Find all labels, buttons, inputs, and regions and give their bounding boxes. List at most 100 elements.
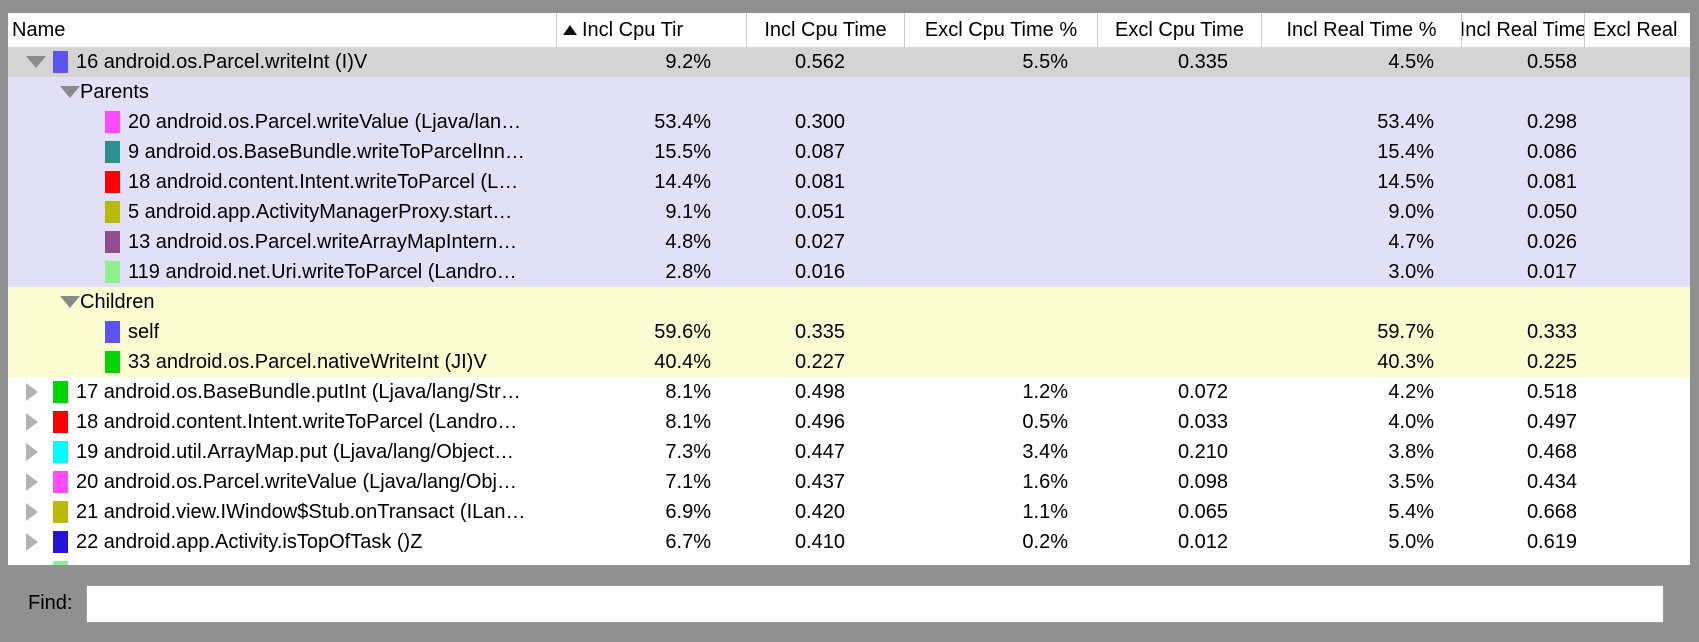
column-header-incl-real-time-pct[interactable]: Incl Real Time % — [1262, 13, 1462, 47]
section-row[interactable]: Children — [8, 287, 1690, 317]
incl-cpu-time-cell: 0.300 — [794, 111, 845, 133]
disclosure-collapsed-icon[interactable] — [26, 527, 46, 557]
incl-cpu-time-cell: 0.437 — [794, 471, 845, 493]
method-name: 119 android.net.Uri.writeToParcel (Landr… — [128, 261, 517, 283]
triangle-glyph — [26, 473, 38, 491]
column-header-excl-real-time[interactable]: Excl Real — [1585, 13, 1690, 47]
name-cell: 19 android.util.ArrayMap.put (Ljava/lang… — [8, 437, 557, 467]
excl-cpu-time-cell — [1098, 287, 1262, 317]
color-swatch-icon — [105, 351, 120, 373]
find-input[interactable] — [86, 584, 1664, 623]
name-cell: 20 android.os.Parcel.writeValue (Ljava/l… — [8, 107, 557, 137]
excl-cpu-time-pct-cell: 1.1% — [1022, 501, 1068, 523]
incl-real-time-cell — [1462, 557, 1585, 565]
excl-real-time-cell — [1585, 167, 1690, 197]
table-row[interactable]: 9 android.os.BaseBundle.writeToParcelInn… — [8, 137, 1690, 167]
column-header-label: Incl Real Time — [1462, 18, 1585, 41]
incl-cpu-time-pct-cell — [557, 557, 747, 565]
color-swatch-icon — [53, 51, 68, 73]
incl-cpu-time-pct-cell: 8.1% — [665, 381, 711, 403]
table-row[interactable]: 119 android.net.Uri.writeToParcel (Landr… — [8, 257, 1690, 287]
section-label: Parents — [80, 81, 149, 103]
incl-cpu-time-cell: 0.498 — [794, 381, 845, 403]
table-row[interactable] — [8, 557, 1690, 565]
incl-cpu-time-pct-cell: 6.7% — [665, 531, 711, 553]
column-header-excl-cpu-time-pct[interactable]: Excl Cpu Time % — [905, 13, 1098, 47]
table-row[interactable]: 13 android.os.Parcel.writeArrayMapIntern… — [8, 227, 1690, 257]
table-row[interactable]: 22 android.app.Activity.isTopOfTask ()Z 6… — [8, 527, 1690, 557]
color-swatch-icon — [105, 231, 120, 253]
triangle-glyph — [60, 296, 80, 308]
table-row[interactable]: 21 android.view.IWindow$Stub.onTransact … — [8, 497, 1690, 527]
incl-real-time-cell: 0.026 — [1526, 231, 1577, 253]
incl-cpu-time-pct-cell — [557, 287, 747, 317]
color-swatch-icon — [105, 141, 120, 163]
column-header-label: Name — [12, 18, 66, 41]
excl-cpu-time-pct-cell — [905, 77, 1098, 107]
excl-real-time-cell — [1585, 107, 1690, 137]
table-row[interactable]: 20 android.os.Parcel.writeValue (Ljava/l… — [8, 467, 1690, 497]
table-row[interactable]: 18 android.content.Intent.writeToParcel … — [8, 407, 1690, 437]
table-row[interactable]: 33 android.os.Parcel.nativeWriteInt (JI)… — [8, 347, 1690, 377]
excl-real-time-cell — [1585, 257, 1690, 287]
incl-real-time-pct-cell: 4.2% — [1388, 381, 1434, 403]
excl-cpu-time-pct-cell — [905, 287, 1098, 317]
table-row[interactable]: 20 android.os.Parcel.writeValue (Ljava/l… — [8, 107, 1690, 137]
incl-real-time-cell: 0.668 — [1526, 501, 1577, 523]
excl-real-time-cell — [1585, 227, 1690, 257]
table-row[interactable]: 17 android.os.BaseBundle.putInt (Ljava/l… — [8, 377, 1690, 407]
incl-real-time-cell: 0.619 — [1526, 531, 1577, 553]
column-header-incl-real-time[interactable]: Incl Real Time — [1462, 13, 1585, 47]
excl-real-time-cell — [1585, 287, 1690, 317]
excl-real-time-cell — [1585, 77, 1690, 107]
disclosure-expanded-icon[interactable] — [26, 47, 46, 77]
excl-cpu-time-cell — [1098, 347, 1262, 377]
color-swatch-icon — [53, 561, 68, 565]
incl-real-time-cell: 0.298 — [1526, 111, 1577, 133]
incl-real-time-cell — [1462, 77, 1585, 107]
table-row[interactable]: 18 android.content.Intent.writeToParcel … — [8, 167, 1690, 197]
color-swatch-icon — [53, 381, 68, 403]
find-bar: Find: — [0, 565, 1699, 642]
section-row[interactable]: Parents — [8, 77, 1690, 107]
excl-cpu-time-cell — [1098, 197, 1262, 227]
find-label: Find: — [28, 592, 73, 614]
incl-real-time-pct-cell: 15.4% — [1377, 141, 1434, 163]
excl-real-time-cell — [1585, 317, 1690, 347]
name-cell: Children — [8, 287, 557, 317]
excl-cpu-time-cell — [1098, 167, 1262, 197]
color-swatch-icon — [105, 261, 120, 283]
table-row[interactable]: self 59.6% 0.335 59.7% 0.333 — [8, 317, 1690, 347]
column-header-name[interactable]: Name — [8, 13, 557, 47]
disclosure-collapsed-icon[interactable] — [26, 377, 46, 407]
incl-real-time-cell: 0.434 — [1526, 471, 1577, 493]
disclosure-collapsed-icon[interactable] — [26, 437, 46, 467]
incl-real-time-cell: 0.225 — [1526, 351, 1577, 373]
disclosure-collapsed-icon[interactable] — [26, 497, 46, 527]
incl-real-time-pct-cell: 53.4% — [1377, 111, 1434, 133]
excl-cpu-time-pct-cell — [905, 137, 1098, 167]
column-header-excl-cpu-time[interactable]: Excl Cpu Time — [1098, 13, 1262, 47]
table-row[interactable]: 19 android.util.ArrayMap.put (Ljava/lang… — [8, 437, 1690, 467]
excl-cpu-time-cell — [1098, 77, 1262, 107]
excl-real-time-cell — [1585, 467, 1690, 497]
name-cell — [8, 557, 557, 565]
incl-cpu-time-pct-cell: 40.4% — [654, 351, 711, 373]
table-row[interactable]: 5 android.app.ActivityManagerProxy.start… — [8, 197, 1690, 227]
disclosure-collapsed-icon[interactable] — [26, 467, 46, 497]
method-name: 9 android.os.BaseBundle.writeToParcelInn… — [128, 141, 525, 163]
color-swatch-icon — [105, 111, 120, 133]
disclosure-expanded-icon[interactable] — [60, 77, 80, 107]
excl-cpu-time-cell — [1098, 107, 1262, 137]
column-header-incl-cpu-time-pct[interactable]: Incl Cpu Tir — [557, 13, 747, 47]
table-row[interactable]: 16 android.os.Parcel.writeInt (I)V 9.2% 0.… — [8, 47, 1690, 77]
name-cell: 5 android.app.ActivityManagerProxy.start… — [8, 197, 557, 227]
disclosure-expanded-icon[interactable] — [60, 287, 80, 317]
excl-cpu-time-pct-cell: 0.5% — [1022, 411, 1068, 433]
column-header-label: Excl Real — [1593, 18, 1678, 41]
sort-ascending-icon — [563, 25, 577, 35]
disclosure-collapsed-icon[interactable] — [26, 407, 46, 437]
incl-cpu-time-cell: 0.447 — [794, 441, 845, 463]
column-header-incl-cpu-time[interactable]: Incl Cpu Time — [747, 13, 905, 47]
